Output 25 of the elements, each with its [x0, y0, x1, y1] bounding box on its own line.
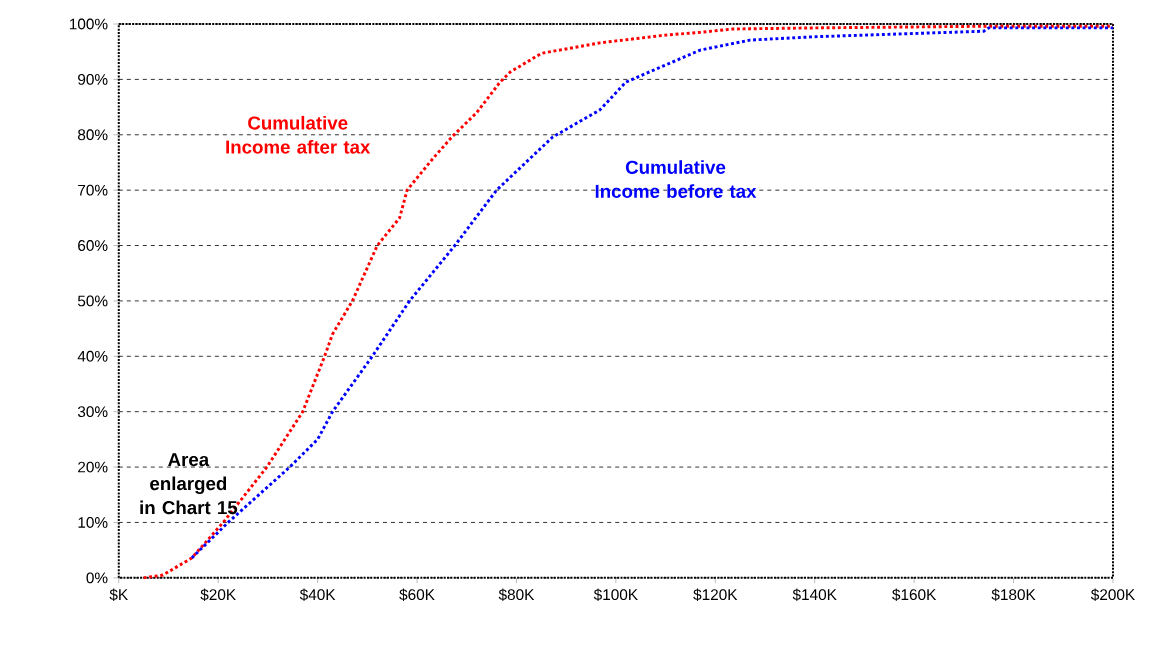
text: Cumulative Income after tax	[226, 115, 371, 154]
x-tick-label: $40K	[299, 588, 336, 601]
y-tick-label: 0%	[86, 572, 108, 584]
x-tick-label: $80K	[498, 588, 535, 601]
annotation: Area enlarged in Chart 15	[140, 453, 238, 515]
y-tick-label: 10%	[78, 516, 108, 528]
y-tick-label: 30%	[77, 406, 108, 418]
y-tick-label: 80%	[78, 129, 108, 141]
x-tick-label: $120K	[693, 588, 738, 601]
y-tick-label: 50%	[77, 295, 108, 307]
x-tick-label: $20K	[200, 588, 236, 601]
x-tick-label: $100K	[593, 588, 638, 601]
x-tick-label: $200K	[1090, 588, 1135, 601]
y-tick-label: 20%	[78, 461, 108, 473]
x-tick-label: $180K	[991, 588, 1036, 601]
y-tick-label: 70%	[78, 184, 108, 196]
x-tick-label: $140K	[792, 588, 837, 601]
x-tick-label: $K	[109, 588, 128, 601]
y-tick-label: 40%	[77, 350, 108, 362]
text: Cumulative Income before tax	[595, 160, 757, 198]
x-tick-label: $60K	[399, 588, 435, 601]
y-tick-label: 100%	[69, 18, 108, 30]
y-tick-label: 60%	[78, 240, 108, 251]
x-tick-label: $160K	[892, 588, 937, 601]
y-tick-label: 90%	[78, 73, 108, 85]
